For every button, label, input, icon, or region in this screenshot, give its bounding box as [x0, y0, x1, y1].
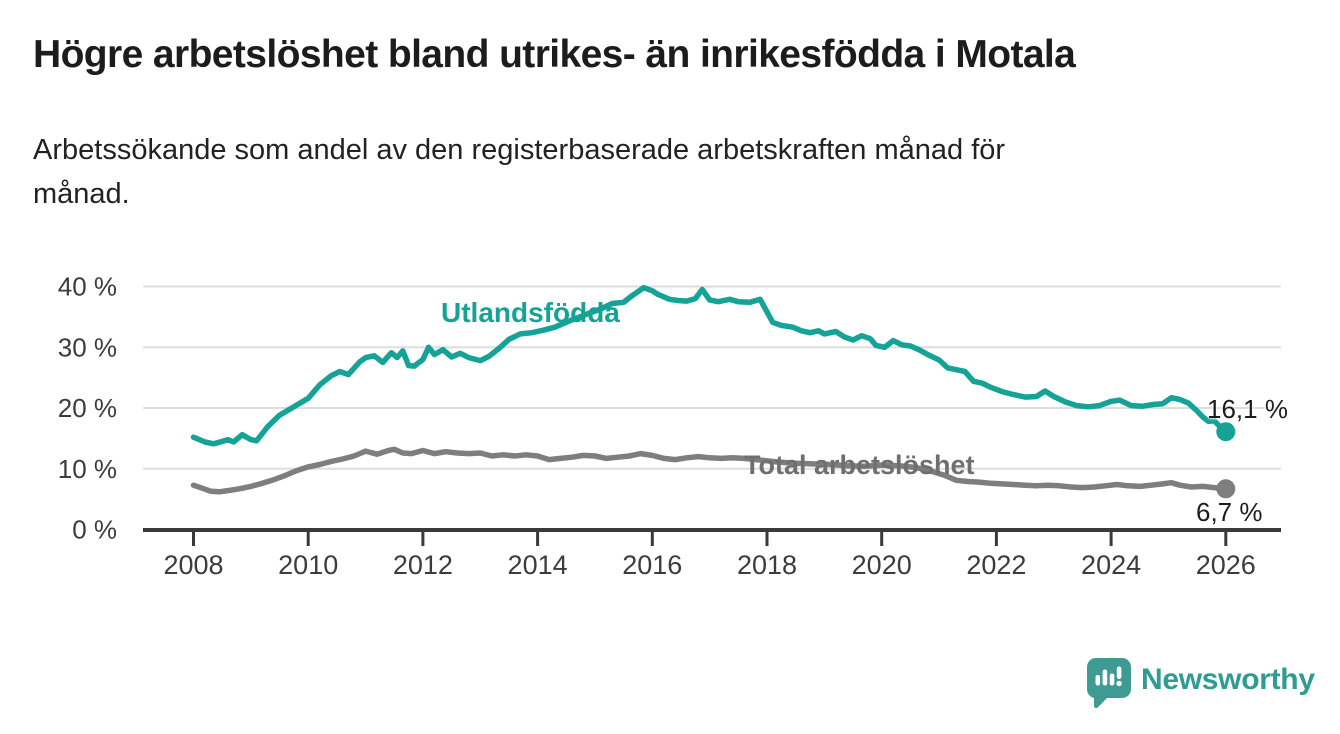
end-value-label-total: 6,7 %	[1196, 497, 1263, 527]
subtitle-line-2: månad.	[33, 178, 130, 210]
chart-subtitle: Arbetssökande som andel av den registerb…	[33, 128, 1233, 216]
series-label-total-arbetsloshet: Total arbetslöshet	[744, 450, 975, 480]
y-axis-label-30: 30 %	[58, 332, 117, 362]
x-axis-label-2026: 2026	[1196, 550, 1256, 580]
newsworthy-logo: Newsworthy	[1085, 656, 1315, 710]
line-chart: 0 % 10 % 20 % 30 % 40 % 2008 2010 2012 2014 2016 2…	[58, 272, 1281, 580]
x-axis-label-2016: 2016	[622, 550, 682, 580]
x-axis-label-2022: 2022	[966, 550, 1026, 580]
y-axis-label-0: 0 %	[72, 515, 117, 545]
x-axis-label-2018: 2018	[737, 550, 797, 580]
series-end-dot-1	[1216, 479, 1236, 499]
series-line-1	[190, 446, 1229, 495]
y-axis-label-10: 10 %	[58, 454, 117, 484]
y-axis-label-40: 40 %	[58, 272, 117, 302]
chart-title: Högre arbetslöshet bland utrikes- än inr…	[33, 33, 1076, 76]
end-value-label-utlandsfodda: 16,1 %	[1207, 394, 1288, 424]
x-axis-label-2024: 2024	[1081, 550, 1141, 580]
x-axis-label-2012: 2012	[393, 550, 453, 580]
x-axis-label-2020: 2020	[852, 550, 912, 580]
series-line-0	[190, 284, 1229, 447]
series-end-dot-0	[1216, 422, 1236, 442]
subtitle-line-1: Arbetssökande som andel av den registerb…	[33, 134, 1006, 166]
x-axis-label-2014: 2014	[508, 550, 568, 580]
x-axis-label-2010: 2010	[278, 550, 338, 580]
series-label-utlandsfodda: Utlandsfödda	[441, 297, 620, 328]
y-axis-label-20: 20 %	[58, 393, 117, 423]
newsworthy-logo-text: Newsworthy	[1141, 663, 1315, 696]
x-axis-label-2008: 2008	[163, 550, 223, 580]
newsworthy-logo-icon	[1086, 658, 1131, 709]
